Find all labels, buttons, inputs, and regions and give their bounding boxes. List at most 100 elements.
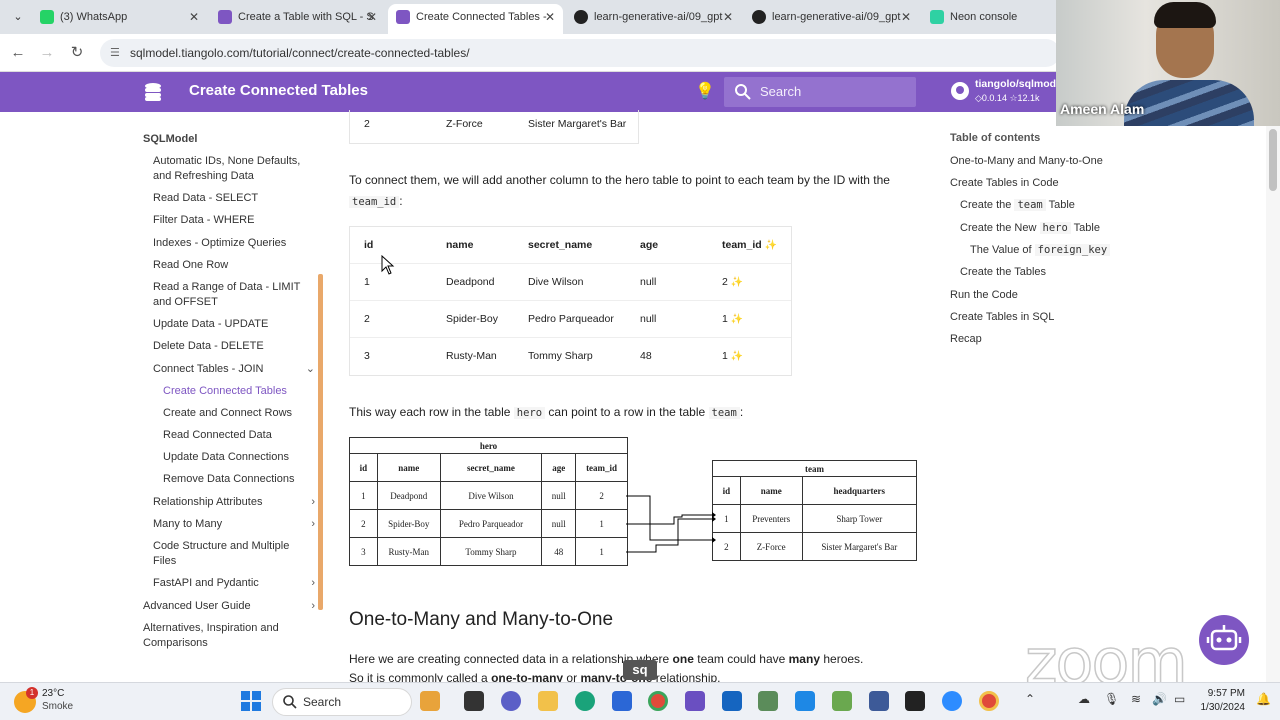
chat-bot-button[interactable] — [1199, 615, 1249, 665]
diagram-cell: Sharp Tower — [801, 504, 918, 533]
volume-icon[interactable]: 🔊 — [1152, 692, 1167, 706]
sidebar-title[interactable]: SQLModel — [143, 133, 198, 145]
tab-create-connected-tables[interactable]: Create Connected Tables - ✕ — [388, 4, 563, 34]
outlook-icon[interactable] — [722, 691, 742, 711]
teams-icon[interactable] — [685, 691, 705, 711]
sidebar-item[interactable]: Automatic IDs, None Defaults, and Refres… — [153, 155, 301, 182]
chevron-down-icon[interactable]: ⌄ — [305, 363, 315, 375]
sidebar-item[interactable]: Remove Data Connections — [163, 473, 295, 485]
close-icon[interactable]: ✕ — [188, 10, 199, 24]
python-icon[interactable] — [869, 691, 889, 711]
toc-item[interactable]: Create Tables in SQL — [950, 311, 1055, 323]
notepad-icon[interactable] — [758, 691, 778, 711]
toc-item[interactable]: Recap — [950, 333, 982, 345]
chevron-up-icon[interactable]: ⌃ — [1025, 692, 1036, 706]
sidebar-item-active[interactable]: Create Connected Tables — [163, 385, 287, 397]
wifi-icon[interactable]: ≋ — [1131, 692, 1142, 706]
sidebar-item-relationship-attributes[interactable]: Relationship Attributes › — [153, 495, 315, 510]
sqlmodel-logo-icon[interactable] — [143, 82, 163, 102]
tab-github-2[interactable]: learn-generative-ai/09_gpt ✕ — [744, 4, 919, 34]
address-bar[interactable]: ☰ sqlmodel.tiangolo.com/tutorial/connect… — [100, 39, 1060, 67]
task-view-icon[interactable] — [464, 691, 484, 711]
relationship-arrows — [626, 495, 716, 553]
sidebar-item[interactable]: Read Data - SELECT — [153, 192, 259, 204]
sidebar-item-label: Connect Tables - JOIN — [153, 363, 264, 375]
scrollbar-thumb[interactable] — [1269, 129, 1277, 191]
back-arrow-icon[interactable]: ← — [10, 44, 26, 61]
zoom-app-icon[interactable] — [942, 691, 962, 711]
sidebar-item[interactable]: Code Structure and Multiple Files — [153, 540, 290, 567]
tab-github-1[interactable]: learn-generative-ai/09_gpt ✕ — [566, 4, 741, 34]
sidebar-item[interactable]: Read Connected Data — [163, 429, 272, 441]
toc-item[interactable]: Create the team Table — [960, 199, 1075, 211]
tab-create-table[interactable]: Create a Table with SQL - S ✕ — [210, 4, 385, 34]
github-icon — [752, 10, 766, 24]
site-info-icon[interactable]: ☰ — [110, 47, 120, 59]
toc-item[interactable]: Run the Code — [950, 289, 1018, 301]
sidebar-item[interactable]: Filter Data - WHERE — [153, 214, 255, 226]
theme-toggle-icon[interactable]: 💡 — [695, 83, 715, 100]
sidebar-item-advanced-user-guide[interactable]: Advanced User Guide › — [143, 599, 315, 614]
sidebar-item-label: Relationship Attributes — [153, 496, 263, 508]
tab-whatsapp[interactable]: (3) WhatsApp ✕ — [32, 4, 207, 34]
sidebar-item-fastapi[interactable]: FastAPI and Pydantic › — [153, 576, 315, 591]
sidebar-item[interactable]: Read One Row — [153, 259, 229, 271]
notification-bell-icon[interactable]: 🔔 — [1256, 692, 1271, 706]
table-row: 2 Spider-Boy Pedro Parqueador null 1 ✨ — [350, 301, 791, 338]
paint-icon[interactable] — [832, 691, 852, 711]
close-icon[interactable]: ✕ — [722, 10, 733, 24]
microphone-icon[interactable]: 🎙 — [1104, 692, 1120, 706]
sidebar-item[interactable]: Indexes - Optimize Queries — [153, 237, 287, 249]
store-icon[interactable] — [612, 691, 632, 711]
sidebar-item-connect-tables[interactable]: Connect Tables - JOIN ⌄ — [153, 362, 315, 377]
chevron-right-icon[interactable]: › — [311, 496, 315, 508]
toc-item[interactable]: Create Tables in Code — [950, 177, 1059, 189]
file-explorer-icon[interactable] — [538, 691, 558, 711]
chrome-profile-icon[interactable] — [979, 691, 999, 711]
inline-code: team — [708, 407, 740, 419]
reload-icon[interactable]: ↻ — [70, 44, 84, 61]
diagram-cell: Z-Force — [739, 532, 803, 561]
diagram-team-table: team id name headquarters 1 Preventers S… — [712, 460, 918, 561]
windows-start-icon[interactable] — [241, 691, 261, 711]
toc-item[interactable]: Create the Tables — [960, 266, 1047, 278]
close-icon[interactable]: ✕ — [900, 10, 911, 24]
vscode-icon[interactable] — [795, 691, 815, 711]
briefcase-app-icon[interactable] — [420, 691, 440, 711]
sidebar-item-many-to-many[interactable]: Many to Many › — [153, 517, 315, 532]
toc-item[interactable]: Create the New hero Table — [960, 222, 1100, 234]
sidebar-item[interactable]: Update Data Connections — [163, 451, 289, 463]
webcam-person-hair — [1154, 2, 1216, 28]
toc-item[interactable]: The Value of foreign_key — [970, 244, 1111, 256]
search-input[interactable]: Search — [724, 77, 916, 107]
diagram-cell: null — [541, 481, 577, 510]
forward-arrow-icon[interactable]: → — [39, 44, 55, 61]
system-clock[interactable]: 9:57 PM 1/30/2024 — [1197, 687, 1246, 715]
close-icon[interactable]: ✕ — [366, 10, 377, 24]
table-cell: Sister Margaret's Bar — [528, 118, 627, 130]
sidebar-item[interactable]: Create and Connect Rows — [163, 407, 293, 419]
sidebar-item[interactable]: Delete Data - DELETE — [153, 340, 264, 352]
sidebar-scrollbar[interactable] — [318, 274, 323, 610]
sidebar-item[interactable]: Alternatives, Inspiration and Comparison… — [143, 622, 279, 649]
teams-chat-icon[interactable] — [501, 691, 521, 711]
sidebar-item[interactable]: Update Data - UPDATE — [153, 318, 269, 330]
hero-table: id name secret_name age team_id ✨ 1 Dead… — [349, 226, 792, 376]
chevron-right-icon[interactable]: › — [311, 518, 315, 530]
edge-browser-icon[interactable] — [575, 691, 595, 711]
tab-search-menu-button[interactable]: ⌄ — [13, 11, 23, 23]
onedrive-icon[interactable]: ☁ — [1078, 692, 1090, 706]
diagram-cell: 3 — [349, 537, 378, 566]
page-scrollbar[interactable] — [1266, 126, 1280, 682]
chrome-icon[interactable] — [648, 691, 668, 711]
toc-item[interactable]: One-to-Many and Many-to-One — [950, 155, 1103, 167]
taskbar-search[interactable]: Search — [272, 688, 412, 716]
terminal-icon[interactable] — [905, 691, 925, 711]
battery-icon[interactable]: ▭ — [1174, 692, 1186, 706]
table-cell: Pedro Parqueador — [528, 313, 614, 325]
sidebar-item[interactable]: Read a Range of Data - LIMIT and OFFSET — [153, 281, 301, 308]
chevron-right-icon[interactable]: › — [311, 577, 315, 589]
chevron-right-icon[interactable]: › — [311, 600, 315, 612]
tab-neon-console[interactable]: Neon console — [922, 4, 1052, 34]
close-icon[interactable]: ✕ — [544, 10, 555, 24]
